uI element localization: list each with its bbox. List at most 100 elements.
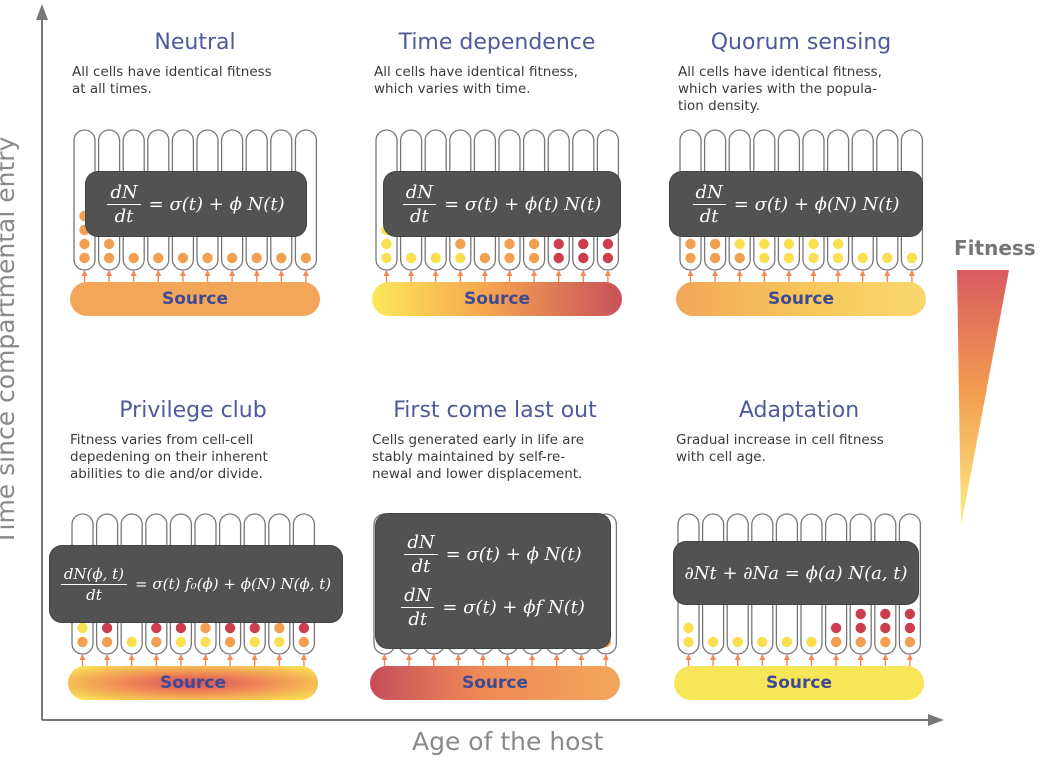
- equation-denominator: dt: [86, 585, 102, 604]
- equation-numerator: dN: [401, 585, 435, 608]
- equation-rhs: ∂Nt + ∂Na = ϕ(a) N(a, t): [684, 562, 908, 584]
- panel-title: First come last out: [393, 398, 597, 423]
- cell-dot: [298, 636, 310, 648]
- influx-arrowhead: [302, 270, 309, 276]
- cell-dot: [578, 252, 589, 264]
- influx-arrowhead: [835, 270, 842, 276]
- equation-rhs: = σ(t) + ϕ(t) N(t): [444, 193, 602, 215]
- influx-arrowhead: [604, 270, 611, 276]
- equation: dN(ϕ, t) dt = σ(t) f₀(ϕ) + ϕ(N) N(ϕ, t): [60, 565, 331, 604]
- influx-arrowhead: [555, 270, 562, 276]
- equation-denominator: dt: [114, 205, 134, 227]
- cell-dot: [830, 622, 842, 634]
- source-bar: Source: [674, 666, 924, 700]
- equation-denominator: dt: [410, 205, 429, 227]
- equation-fraction: dN(ϕ, t) dt: [60, 565, 128, 604]
- influx-arrowhead: [578, 654, 585, 660]
- equation-box: dN dt = σ(t) + ϕ N(t): [86, 172, 306, 236]
- influx-arrowhead: [104, 654, 111, 660]
- cell-dot: [77, 622, 88, 634]
- cell-dot: [151, 622, 162, 634]
- cell-dot: [298, 622, 310, 634]
- influx-arrowhead: [882, 654, 889, 660]
- influx-arrowhead: [481, 270, 488, 276]
- cell-dot: [300, 252, 312, 264]
- cell-dot: [880, 608, 891, 620]
- equation-box: ∂Nt + ∂Na = ϕ(a) N(a, t): [674, 542, 918, 604]
- panel-time-dependence: Time dependence All cells have identical…: [372, 30, 642, 360]
- cell-dot: [832, 238, 844, 250]
- cell-dot: [685, 252, 696, 264]
- cell-dot: [226, 252, 238, 264]
- cell-dot: [857, 252, 868, 264]
- cell-dot: [882, 252, 893, 264]
- cell-dot: [880, 622, 891, 634]
- cell-dot: [224, 636, 236, 648]
- x-axis-label: Age of the host: [412, 727, 604, 756]
- influx-arrowhead: [430, 654, 437, 660]
- influx-arrowhead: [155, 270, 162, 276]
- panel-title: Quorum sensing: [710, 30, 892, 55]
- panel-description: All cells have identical fitness, which …: [678, 64, 882, 114]
- influx-arrowhead: [734, 654, 741, 660]
- equation-denominator: dt: [408, 609, 428, 630]
- cell-dot: [904, 608, 916, 620]
- cell-dot: [759, 252, 770, 264]
- cell-dot: [602, 252, 614, 264]
- fitness-legend: Fitness: [945, 232, 1045, 532]
- equation-box: dN dt = σ(t) + ϕ(N) N(t): [670, 172, 922, 236]
- cell-dot: [153, 252, 164, 264]
- cell-dot: [709, 252, 721, 264]
- cell-dot: [79, 252, 90, 264]
- influx-arrowhead: [479, 654, 486, 660]
- influx-arrowhead: [455, 654, 462, 660]
- cell-dot: [808, 252, 819, 264]
- influx-arrowhead: [276, 654, 283, 660]
- fitness-legend-label: Fitness: [954, 236, 1036, 260]
- equation: dN dt = σ(t) + ϕ(t) N(t): [402, 182, 602, 227]
- equation-numerator: dN: [692, 182, 726, 205]
- cell-dot: [855, 622, 866, 634]
- cell-dot: [528, 238, 540, 250]
- compartment-diagram: Source: [674, 508, 934, 708]
- influx-arrowhead: [810, 270, 817, 276]
- cell-dot: [904, 636, 916, 648]
- cell-dot: [251, 252, 262, 264]
- influx-arrowhead: [202, 654, 209, 660]
- cell-dot: [904, 622, 916, 634]
- cell-dot: [707, 636, 719, 648]
- source-bar: Source: [68, 666, 318, 700]
- cell-dot: [808, 238, 819, 250]
- panel-adaptation: Adaptation Gradual increase in cell fitn…: [674, 398, 944, 728]
- cell-dot: [709, 238, 721, 250]
- cell-dot: [405, 252, 417, 264]
- cell-dot: [202, 252, 213, 264]
- equation: dN dt = σ(t) + ϕ N(t): [107, 182, 285, 227]
- equation-numerator: dN: [107, 182, 141, 205]
- influx-arrowhead: [736, 270, 743, 276]
- panel-description: Fitness varies from cell-cell depedening…: [70, 432, 268, 482]
- influx-arrowhead: [859, 270, 866, 276]
- cell-dot: [783, 238, 795, 250]
- cell-dot: [759, 238, 770, 250]
- equation-rhs: = σ(t) + ϕf N(t): [442, 597, 585, 618]
- equation-denominator: dt: [699, 205, 719, 227]
- equation: dN dt = σ(t) + ϕf N(t): [401, 585, 585, 630]
- cell-dot: [455, 252, 466, 264]
- influx-arrowhead: [229, 270, 236, 276]
- cell-dot: [880, 636, 891, 648]
- influx-arrowhead: [908, 270, 915, 276]
- cell-dot: [200, 636, 211, 648]
- equation-numerator: dN: [402, 182, 437, 205]
- panel-title: Neutral: [154, 30, 236, 55]
- cell-dot: [578, 238, 589, 250]
- cell-dot: [528, 252, 540, 264]
- cell-dot: [101, 622, 113, 634]
- panel-description: Gradual increase in cell fitness with ce…: [676, 432, 884, 465]
- influx-arrowhead: [130, 270, 137, 276]
- influx-arrowhead: [406, 654, 413, 660]
- cell-dot: [276, 252, 287, 264]
- cell-dot: [685, 238, 696, 250]
- cell-dot: [249, 636, 260, 648]
